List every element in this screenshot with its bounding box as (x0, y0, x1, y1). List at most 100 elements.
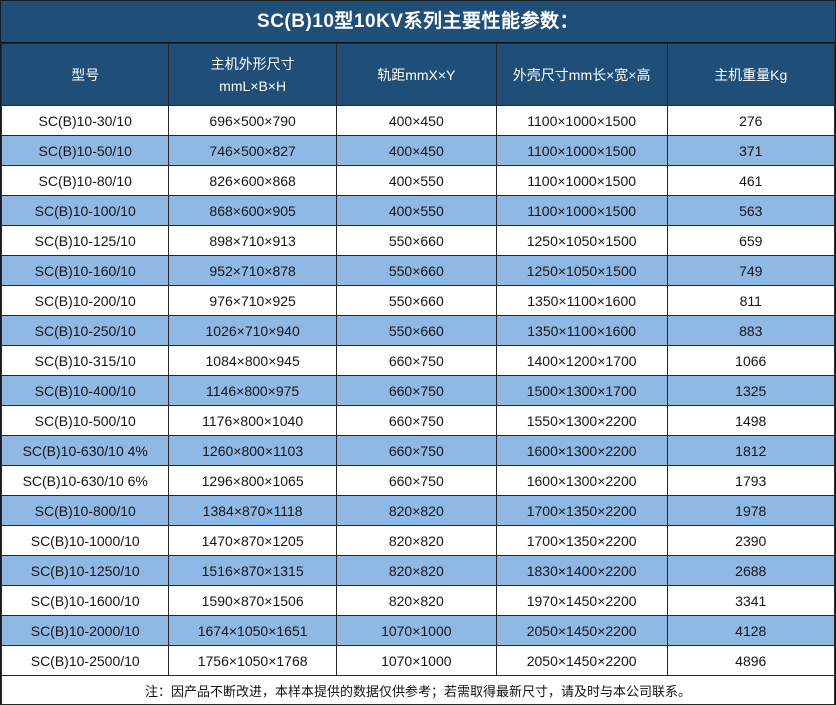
cell-shell-dimensions: 2050×1450×2200 (495, 645, 668, 676)
cell-model: SC(B)10-250/10 (0, 315, 170, 346)
spec-table: 型号 主机外形尺寸 mmL×B×H 轨距mmX×Y 外壳尺寸mm长×宽×高 主机… (0, 43, 836, 705)
table-footer: 注：因产品不断改进，本样本提供的数据仅供参考；若需取得最新尺寸，请及时与本公司联… (1, 675, 835, 705)
cell-host-dimensions: 1384×870×1118 (168, 495, 337, 526)
cell-host-dimensions: 1260×800×1103 (168, 435, 337, 466)
cell-model: SC(B)10-315/10 (0, 345, 170, 376)
cell-rail-gauge: 820×820 (335, 555, 497, 586)
col-header-label: 外壳尺寸mm长×宽×高 (512, 66, 651, 83)
cell-rail-gauge: 550×660 (335, 225, 497, 256)
cell-model: SC(B)10-1000/10 (0, 525, 170, 556)
cell-shell-dimensions: 1500×1300×1700 (495, 375, 668, 406)
cell-host-dimensions: 1756×1050×1768 (168, 645, 337, 676)
cell-weight: 461 (666, 165, 836, 196)
col-header-label: 主机外形尺寸 (210, 55, 295, 72)
cell-shell-dimensions: 1250×1050×1500 (495, 225, 668, 256)
col-header-label: 型号 (71, 66, 100, 83)
col-header-shell-dimensions: 外壳尺寸mm长×宽×高 (495, 43, 668, 106)
cell-weight: 1325 (666, 375, 836, 406)
col-header-label: 主机重量Kg (714, 66, 788, 83)
cell-rail-gauge: 550×660 (335, 285, 497, 316)
cell-shell-dimensions: 1350×1100×1600 (495, 315, 668, 346)
cell-shell-dimensions: 1350×1100×1600 (495, 285, 668, 316)
table-row: SC(B)10-800/10 1384×870×1118 820×820 1700×1… (0, 495, 836, 526)
cell-weight: 371 (666, 135, 836, 166)
table-row: SC(B)10-125/10 898×710×913 550×660 1250×105… (0, 225, 836, 256)
cell-weight: 563 (666, 195, 836, 226)
table-row: SC(B)10-50/10 746×500×827 400×450 1100×1000… (0, 135, 836, 166)
cell-shell-dimensions: 1100×1000×1500 (495, 135, 668, 166)
cell-model: SC(B)10-30/10 (0, 105, 170, 136)
col-header-rail-gauge: 轨距mmX×Y (335, 43, 497, 106)
cell-rail-gauge: 820×820 (335, 585, 497, 616)
cell-model: SC(B)10-200/10 (0, 285, 170, 316)
cell-weight: 659 (666, 225, 836, 256)
cell-model: SC(B)10-630/10 4% (0, 435, 170, 466)
cell-shell-dimensions: 1830×1400×2200 (495, 555, 668, 586)
cell-host-dimensions: 1026×710×940 (168, 315, 337, 346)
table-row: SC(B)10-630/10 4% 1260×800×1103 660×750 160… (0, 435, 836, 466)
cell-weight: 2688 (666, 555, 836, 586)
table-row: SC(B)10-160/10 952×710×878 550×660 1250×105… (0, 255, 836, 286)
table-row: SC(B)10-100/10 868×600×905 400×550 1100×100… (0, 195, 836, 226)
cell-shell-dimensions: 1700×1350×2200 (495, 525, 668, 556)
cell-rail-gauge: 660×750 (335, 375, 497, 406)
cell-host-dimensions: 746×500×827 (168, 135, 337, 166)
cell-model: SC(B)10-2000/10 (0, 615, 170, 646)
cell-weight: 276 (666, 105, 836, 136)
cell-shell-dimensions: 1600×1300×2200 (495, 435, 668, 466)
table-row: SC(B)10-2500/10 1756×1050×1768 1070×1000 20… (0, 645, 836, 676)
cell-host-dimensions: 1674×1050×1651 (168, 615, 337, 646)
cell-weight: 2390 (666, 525, 836, 556)
table-row: SC(B)10-315/10 1084×800×945 660×750 1400×12… (0, 345, 836, 376)
cell-shell-dimensions: 1550×1300×2200 (495, 405, 668, 436)
cell-rail-gauge: 820×820 (335, 495, 497, 526)
cell-weight: 1793 (666, 465, 836, 496)
cell-rail-gauge: 660×750 (335, 465, 497, 496)
cell-model: SC(B)10-1600/10 (0, 585, 170, 616)
col-header-model: 型号 (0, 43, 170, 106)
col-header-weight: 主机重量Kg (666, 43, 836, 106)
col-header-sublabel: mmL×B×H (219, 77, 287, 94)
cell-host-dimensions: 1084×800×945 (168, 345, 337, 376)
cell-rail-gauge: 400×450 (335, 105, 497, 136)
table-row: SC(B)10-250/10 1026×710×940 550×660 1350×11… (0, 315, 836, 346)
table-row: SC(B)10-2000/10 1674×1050×1651 1070×1000 20… (0, 615, 836, 646)
cell-model: SC(B)10-1250/10 (0, 555, 170, 586)
page-title: SC(B)10型10KV系列主要性能参数： (1, 1, 835, 43)
cell-model: SC(B)10-80/10 (0, 165, 170, 196)
cell-rail-gauge: 400×550 (335, 165, 497, 196)
cell-host-dimensions: 1146×800×975 (168, 375, 337, 406)
table-row: SC(B)10-1600/10 1590×870×1506 820×820 1970×… (0, 585, 836, 616)
cell-shell-dimensions: 1100×1000×1500 (495, 195, 668, 226)
table-row: SC(B)10-400/10 1146×800×975 660×750 1500×13… (0, 375, 836, 406)
cell-model: SC(B)10-50/10 (0, 135, 170, 166)
cell-host-dimensions: 976×710×925 (168, 285, 337, 316)
cell-rail-gauge: 400×550 (335, 195, 497, 226)
table-row: SC(B)10-630/10 6% 1296×800×1065 660×750 160… (0, 465, 836, 496)
col-header-label: 轨距mmX×Y (377, 66, 456, 83)
cell-host-dimensions: 868×600×905 (168, 195, 337, 226)
cell-host-dimensions: 1296×800×1065 (168, 465, 337, 496)
cell-shell-dimensions: 1100×1000×1500 (495, 105, 668, 136)
cell-weight: 4128 (666, 615, 836, 646)
cell-shell-dimensions: 1600×1300×2200 (495, 465, 668, 496)
cell-model: SC(B)10-800/10 (0, 495, 170, 526)
cell-weight: 749 (666, 255, 836, 286)
cell-host-dimensions: 898×710×913 (168, 225, 337, 256)
cell-model: SC(B)10-630/10 6% (0, 465, 170, 496)
cell-model: SC(B)10-500/10 (0, 405, 170, 436)
cell-host-dimensions: 1590×870×1506 (168, 585, 337, 616)
cell-weight: 1498 (666, 405, 836, 436)
cell-weight: 811 (666, 285, 836, 316)
cell-shell-dimensions: 2050×1450×2200 (495, 615, 668, 646)
cell-shell-dimensions: 1700×1350×2200 (495, 495, 668, 526)
cell-weight: 1978 (666, 495, 836, 526)
cell-rail-gauge: 1070×1000 (335, 645, 497, 676)
cell-weight: 1812 (666, 435, 836, 466)
cell-shell-dimensions: 1970×1450×2200 (495, 585, 668, 616)
cell-rail-gauge: 660×750 (335, 405, 497, 436)
cell-rail-gauge: 1070×1000 (335, 615, 497, 646)
cell-rail-gauge: 820×820 (335, 525, 497, 556)
cell-weight: 1066 (666, 345, 836, 376)
